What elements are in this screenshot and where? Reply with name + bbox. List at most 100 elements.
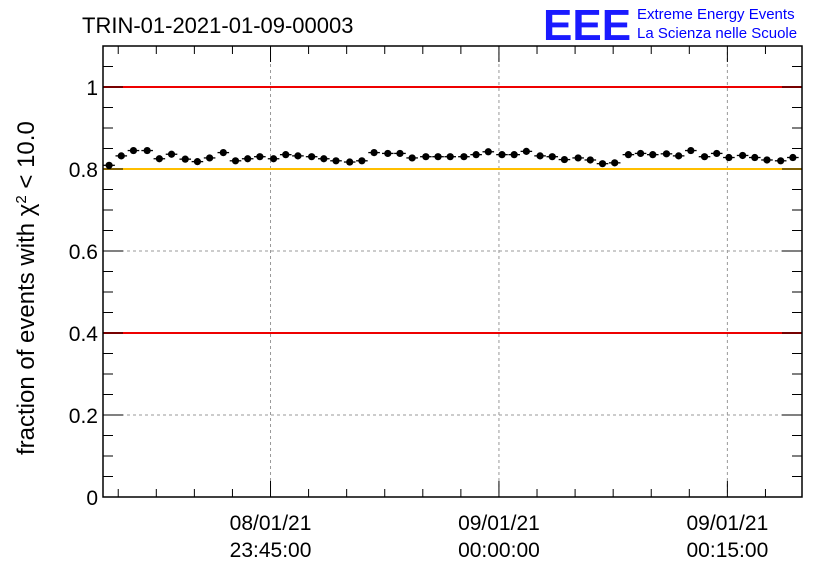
data-point: [153, 155, 166, 163]
data-point: [381, 149, 394, 158]
data-point: [520, 147, 533, 155]
data-point: [368, 149, 380, 157]
data-point: [191, 158, 204, 166]
data-point: [470, 151, 482, 159]
data-point: [217, 149, 230, 157]
y-tick-label: 0.8: [69, 159, 98, 182]
data-point: [646, 151, 659, 159]
data-marker: [662, 150, 671, 158]
data-point: [165, 150, 178, 158]
data-point: [761, 156, 773, 164]
data-point: [292, 152, 304, 160]
y-tick-label: 0.2: [69, 405, 98, 428]
data-marker: [725, 153, 733, 162]
data-point: [241, 155, 254, 163]
data-marker: [548, 153, 556, 161]
data-point: [634, 149, 647, 158]
data-point: [305, 153, 318, 161]
data-marker: [649, 151, 657, 159]
data-point: [343, 158, 356, 166]
data-point: [115, 152, 128, 160]
data-marker: [510, 151, 518, 159]
data-point: [572, 154, 584, 162]
data-point: [685, 146, 697, 155]
data-point: [254, 153, 266, 161]
data-point: [482, 148, 495, 156]
data-marker: [294, 152, 302, 160]
data-point: [534, 152, 546, 160]
data-marker: [611, 159, 619, 167]
data-point: [432, 153, 444, 161]
eee-logo-mark: EEE: [543, 1, 631, 50]
data-marker: [700, 153, 709, 161]
data-point: [660, 150, 673, 158]
data-marker: [498, 151, 506, 159]
data-marker: [256, 153, 264, 161]
y-tick-label: 0: [86, 487, 98, 510]
data-point: [356, 157, 368, 165]
data-marker: [396, 149, 404, 158]
data-point: [444, 153, 457, 161]
y-tick-label: 0.4: [69, 323, 99, 346]
y-tick-label: 1: [86, 77, 98, 100]
data-point: [103, 161, 115, 169]
data-marker: [408, 154, 416, 162]
data-marker: [522, 147, 530, 155]
data-marker: [117, 152, 125, 160]
data-marker: [484, 148, 492, 156]
data-marker: [167, 150, 176, 158]
data-marker: [181, 155, 189, 163]
data-point: [279, 151, 292, 159]
data-marker: [384, 149, 392, 158]
data-marker: [789, 153, 797, 162]
data-marker: [536, 152, 544, 160]
data-marker: [231, 157, 240, 165]
y-tick-label: 0.6: [69, 241, 98, 264]
data-point: [596, 160, 609, 168]
data-point: [723, 153, 735, 162]
data-point: [584, 156, 597, 164]
data-points: [103, 146, 799, 169]
data-marker: [574, 154, 582, 162]
data-point: [318, 155, 330, 163]
x-tick-label-time: 00:00:00: [458, 539, 540, 562]
data-point: [622, 151, 635, 159]
x-tick-label-time: 00:15:00: [687, 539, 769, 562]
data-marker: [422, 153, 430, 161]
data-point: [787, 153, 799, 162]
data-marker: [320, 155, 328, 163]
chart-title: TRIN-01-2021-01-09-00003: [82, 13, 354, 38]
data-marker: [636, 149, 645, 158]
data-marker: [675, 152, 683, 160]
data-marker: [193, 158, 202, 166]
data-marker: [332, 157, 340, 165]
data-point: [698, 153, 711, 161]
data-point: [420, 153, 432, 161]
data-point: [672, 152, 685, 160]
data-point: [736, 151, 749, 160]
data-marker: [143, 146, 151, 155]
y-axis-label-prefix: fraction of events with χ: [13, 203, 40, 455]
data-marker: [244, 155, 252, 163]
data-point: [774, 157, 787, 165]
plot-frame: [102, 45, 803, 498]
logo-line-1: Extreme Energy Events: [637, 6, 795, 23]
data-marker: [155, 155, 163, 163]
x-tick-label-date: 09/01/21: [687, 512, 769, 535]
data-marker: [586, 156, 594, 164]
data-point: [141, 146, 153, 155]
data-marker: [346, 158, 354, 166]
data-marker: [751, 153, 759, 162]
data-marker: [282, 151, 290, 159]
data-marker: [129, 146, 138, 155]
x-tick-label-date: 09/01/21: [458, 512, 540, 535]
data-point: [458, 153, 470, 161]
data-point: [508, 151, 520, 159]
data-point: [406, 154, 418, 162]
data-point: [267, 155, 280, 163]
eee-logo: EEE Extreme Energy Events La Scienza nel…: [543, 1, 797, 50]
data-marker: [434, 153, 442, 161]
data-marker: [560, 155, 569, 164]
grid-lines: [103, 46, 802, 497]
